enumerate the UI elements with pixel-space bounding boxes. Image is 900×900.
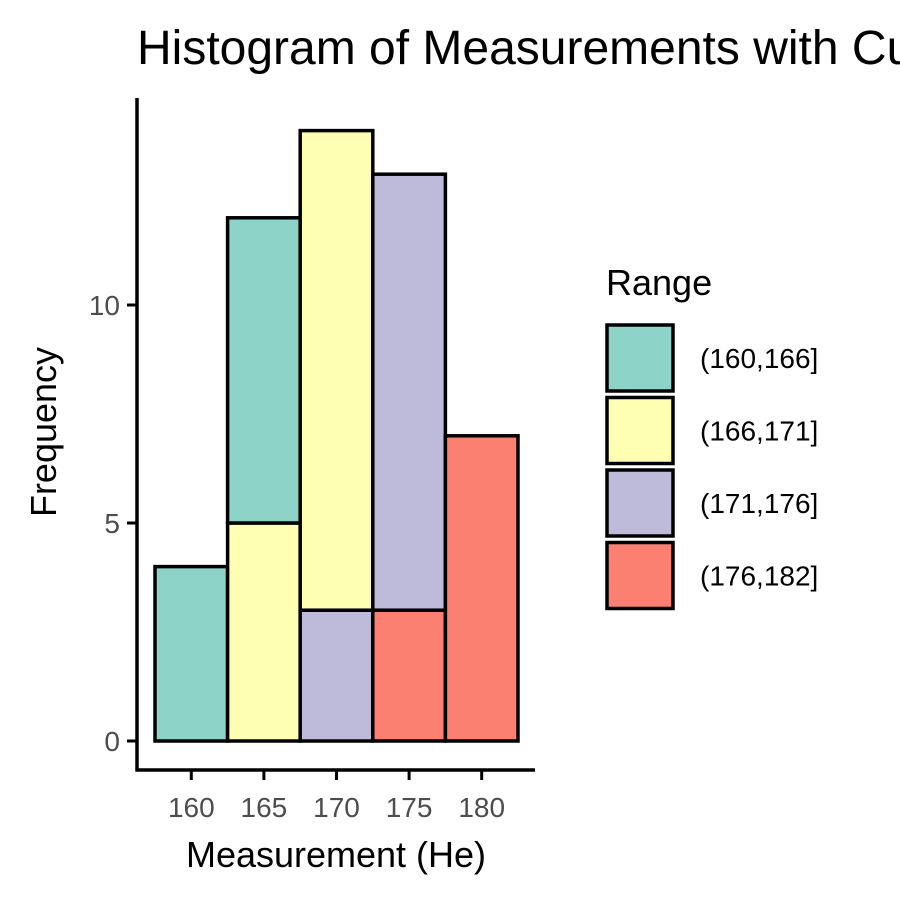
axes-layer: 160 165 170 175 180 0 5 10 [89,98,535,823]
legend: Range (160,166] (166,171] (171,176] (176,18… [605,262,818,611]
legend-key [605,395,675,466]
x-tick-label: 170 [313,792,360,823]
bars-layer [153,128,520,743]
legend-label: (166,171] [700,416,818,447]
x-tick-label: 160 [168,792,215,823]
y-axis-title: Frequency [23,347,64,517]
histogram-bar [225,216,302,525]
histogram-bar [371,172,448,612]
histogram-bar [153,564,230,743]
x-axis-title: Measurement (He) [186,834,486,875]
histogram-bar [225,521,302,743]
y-tick-label: 5 [104,508,120,539]
x-tick-label: 180 [458,792,505,823]
histogram-bar [298,608,375,743]
y-tick-label: 0 [104,726,120,757]
histogram-bar [371,608,448,743]
legend-title: Range [606,262,712,303]
y-tick-label: 10 [89,290,120,321]
legend-label: (176,182] [700,561,818,592]
legend-key [605,468,675,538]
chart-title: Histogram of Measurements with Custom Co… [137,22,900,75]
legend-label: (171,176] [700,488,818,519]
legend-label: (160,166] [700,343,818,374]
histogram-bar [443,434,520,743]
x-tick-label: 175 [386,792,433,823]
histogram-bar [298,128,375,612]
legend-key [605,540,675,611]
legend-key [605,323,675,393]
x-tick-label: 165 [241,792,288,823]
